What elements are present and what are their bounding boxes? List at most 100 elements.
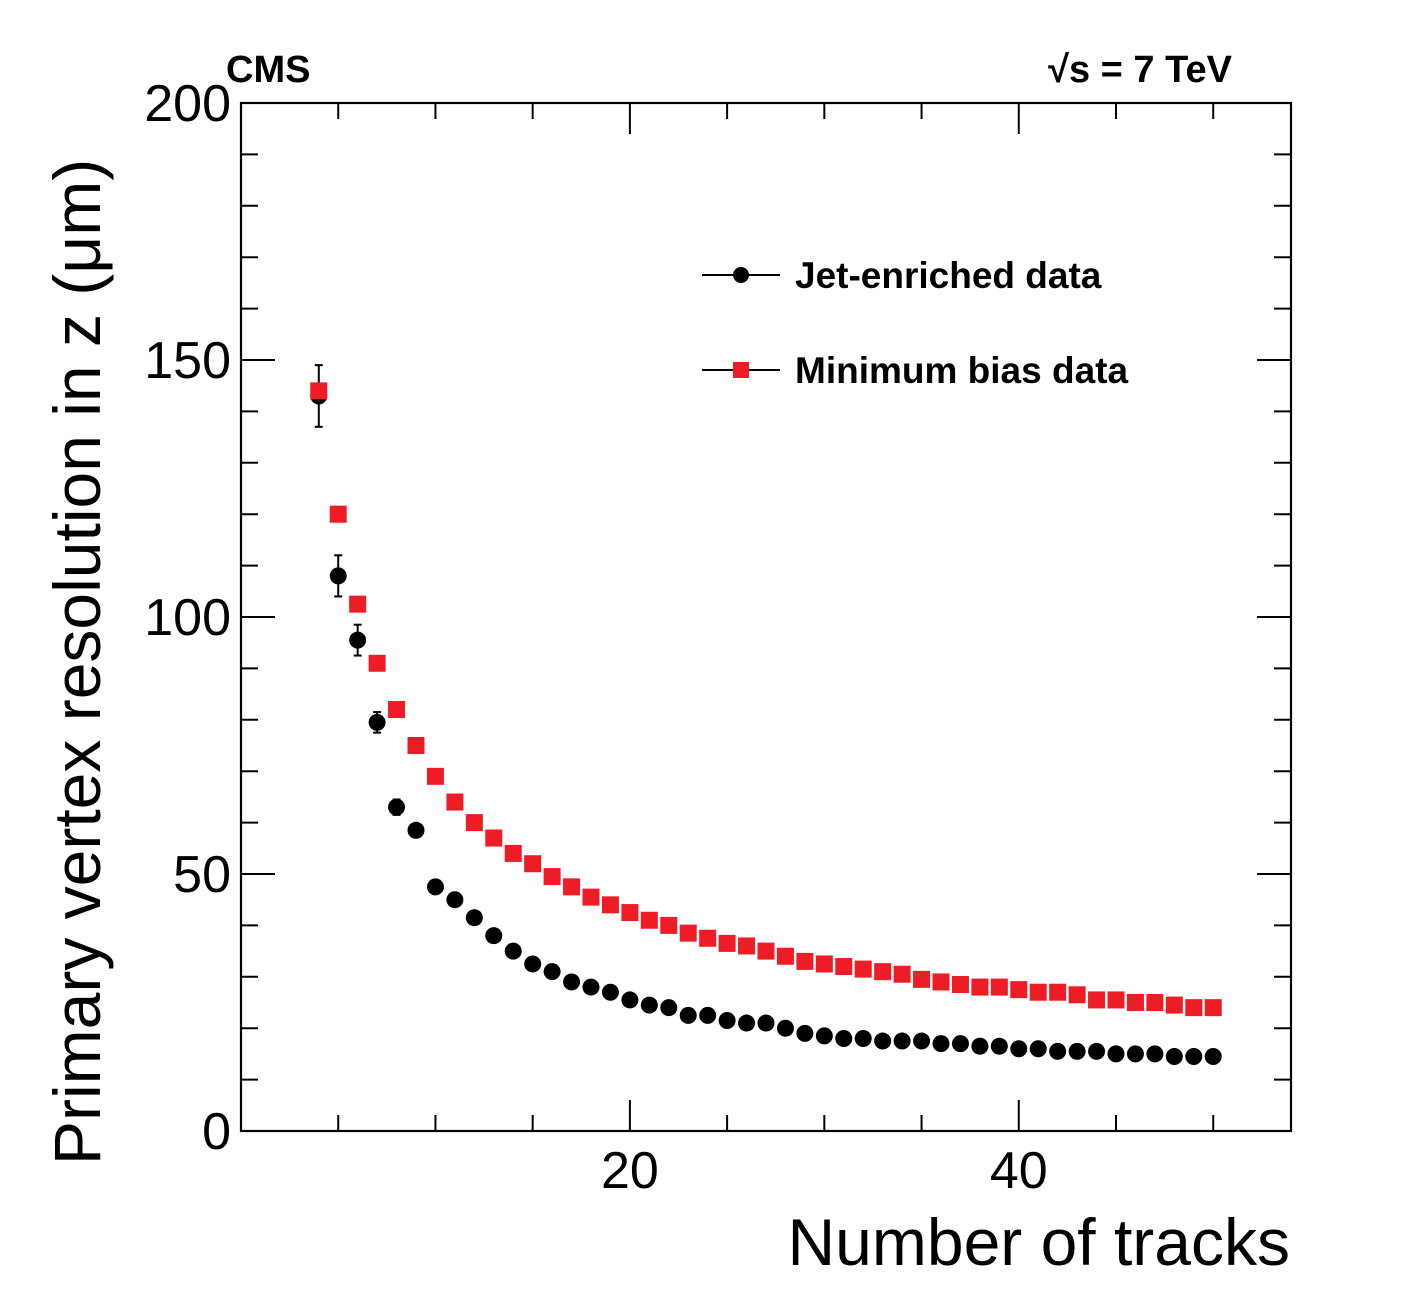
data-point: [426, 878, 444, 896]
data-point: [1185, 1047, 1203, 1065]
x-axis-title: Number of tracks: [788, 1205, 1290, 1279]
data-point: [913, 970, 931, 988]
data-point: [582, 888, 600, 906]
legend-marker: [733, 362, 749, 378]
series-0: [310, 364, 1222, 1065]
y-tick-label: 100: [144, 589, 231, 647]
data-point: [1088, 991, 1106, 1009]
data-point: [329, 505, 347, 523]
data-point: [1146, 994, 1164, 1011]
data-point: [582, 978, 600, 996]
data-point: [640, 996, 658, 1014]
energy-radical: √: [1048, 49, 1069, 91]
data-point: [1049, 1042, 1067, 1060]
data-point: [835, 958, 853, 976]
data-point: [1029, 983, 1047, 1001]
data-point: [1165, 996, 1183, 1014]
data-point: [679, 924, 697, 942]
y-tick-label: 0: [202, 1103, 231, 1161]
data-point: [524, 855, 542, 873]
series-1: [310, 382, 1222, 1017]
energy-label: √s = 7 TeV: [1048, 49, 1233, 91]
data-point: [1010, 1040, 1028, 1058]
legend-label: Jet-enriched data: [795, 255, 1102, 296]
data-point: [815, 1027, 833, 1045]
data-point: [699, 1006, 717, 1024]
data-point: [776, 1019, 794, 1037]
data-point: [854, 1029, 872, 1047]
data-point: [368, 713, 386, 731]
data-point: [388, 701, 406, 719]
data-point: [815, 955, 833, 973]
data-point: [543, 868, 561, 886]
data-point: [660, 916, 678, 934]
data-point: [796, 1024, 814, 1042]
data-point: [485, 829, 503, 847]
data-point: [446, 793, 464, 811]
data-point: [1204, 1047, 1222, 1065]
data-point: [932, 973, 950, 991]
data-point: [932, 1035, 950, 1053]
data-point: [1126, 1045, 1144, 1063]
data-point: [718, 1011, 736, 1029]
data-point: [1068, 986, 1086, 1004]
y-tick-label: 150: [144, 332, 231, 390]
data-point: [368, 654, 386, 672]
energy-value: s = 7 TeV: [1069, 49, 1233, 91]
data-point: [699, 929, 717, 947]
data-point: [601, 896, 619, 914]
data-point: [621, 991, 639, 1009]
data-point: [1049, 983, 1067, 1001]
data-point: [757, 1014, 775, 1032]
data-point: [1165, 1047, 1183, 1065]
x-tick-label: 20: [601, 1142, 659, 1200]
data-point: [835, 1029, 853, 1047]
legend: Jet-enriched data Minimum bias data: [702, 255, 1128, 391]
data-point: [971, 1037, 989, 1055]
data-point: [310, 382, 328, 400]
data-point: [446, 891, 464, 909]
data-point: [1107, 1045, 1125, 1063]
legend-label: Minimum bias data: [795, 350, 1128, 391]
data-point: [621, 904, 639, 922]
data-point: [1029, 1040, 1047, 1058]
legend-marker: [733, 267, 749, 283]
data-point: [1010, 981, 1028, 999]
data-point: [601, 983, 619, 1001]
data-point: [874, 1032, 892, 1050]
plot-frame: [239, 101, 1293, 1133]
data-point: [738, 937, 756, 955]
data-point: [426, 767, 444, 785]
data-point: [776, 947, 794, 965]
data-point: [1126, 994, 1144, 1011]
data-point: [913, 1032, 931, 1050]
data-point: [854, 960, 872, 978]
data-point: [718, 934, 736, 952]
data-point: [757, 942, 775, 960]
data-point: [660, 999, 678, 1017]
data-point: [504, 844, 522, 862]
data-point: [1185, 999, 1203, 1017]
data-point: [543, 963, 561, 981]
data-point: [563, 878, 581, 896]
data-point: [349, 595, 367, 613]
data-point: [329, 567, 347, 585]
data-point: [679, 1006, 697, 1024]
data-point: [874, 963, 892, 981]
data-point: [407, 737, 425, 754]
y-tick-label: 200: [144, 75, 231, 133]
data-point: [738, 1014, 756, 1032]
data-point: [485, 927, 503, 945]
data-point: [990, 1037, 1008, 1055]
data-point: [1068, 1042, 1086, 1060]
experiment-label: CMS: [226, 49, 310, 91]
data-point: [524, 955, 542, 973]
x-tick-label: 40: [990, 1142, 1048, 1200]
data-point: [951, 976, 969, 994]
data-point: [1204, 999, 1222, 1017]
data-point: [1146, 1045, 1164, 1063]
data-point: [951, 1035, 969, 1053]
data-point: [796, 952, 814, 970]
data-point: [893, 965, 911, 983]
